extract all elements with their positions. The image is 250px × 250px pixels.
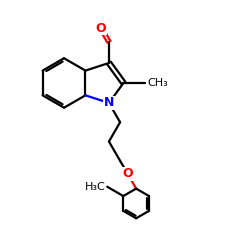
- Text: N: N: [104, 96, 114, 110]
- Text: CH₃: CH₃: [148, 78, 168, 88]
- Text: O: O: [122, 167, 133, 180]
- Text: H₃C: H₃C: [85, 182, 106, 192]
- Text: O: O: [96, 22, 106, 35]
